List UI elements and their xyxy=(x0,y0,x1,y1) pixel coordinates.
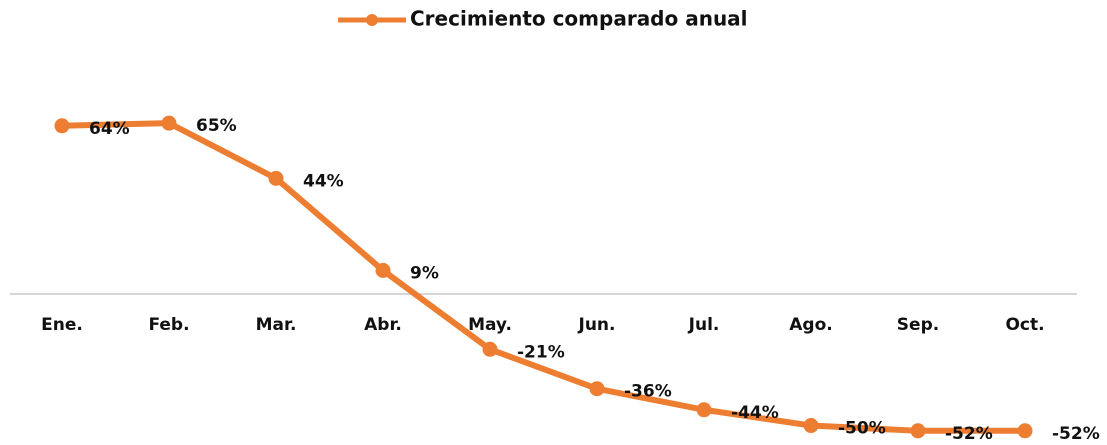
x-tick-label: Oct. xyxy=(1005,315,1044,335)
data-point xyxy=(161,115,177,131)
x-tick-label: Feb. xyxy=(148,315,189,335)
data-label: 64% xyxy=(89,119,130,139)
x-tick-label: Sep. xyxy=(897,315,939,335)
legend-label: Crecimiento comparado anual xyxy=(410,7,748,31)
x-tick-label: Ene. xyxy=(41,315,83,335)
data-label: -44% xyxy=(731,403,779,423)
legend-marker xyxy=(366,14,378,26)
data-label: -52% xyxy=(945,424,993,444)
data-point xyxy=(803,418,819,434)
data-label: -50% xyxy=(838,419,886,439)
x-tick-label: Mar. xyxy=(256,315,297,335)
x-tick-label: Ago. xyxy=(789,315,832,335)
series-line xyxy=(61,120,1025,434)
data-label: -52% xyxy=(1052,424,1100,444)
data-label: 44% xyxy=(303,171,344,191)
data-point xyxy=(54,118,70,134)
data-point xyxy=(589,381,605,397)
data-point xyxy=(910,423,926,439)
data-point xyxy=(696,402,712,418)
data-point xyxy=(375,262,391,278)
data-label: 65% xyxy=(196,116,237,136)
x-tick-label: Jun. xyxy=(578,315,616,335)
data-label: -36% xyxy=(624,382,672,402)
data-point xyxy=(482,341,498,357)
data-label: 9% xyxy=(410,263,439,283)
data-point xyxy=(1017,423,1033,439)
data-label: -21% xyxy=(517,342,565,362)
x-tick-label: Abr. xyxy=(364,315,402,335)
data-point xyxy=(268,170,284,186)
x-tick-label: Jul. xyxy=(688,315,720,335)
x-tick-label: May. xyxy=(468,315,512,335)
